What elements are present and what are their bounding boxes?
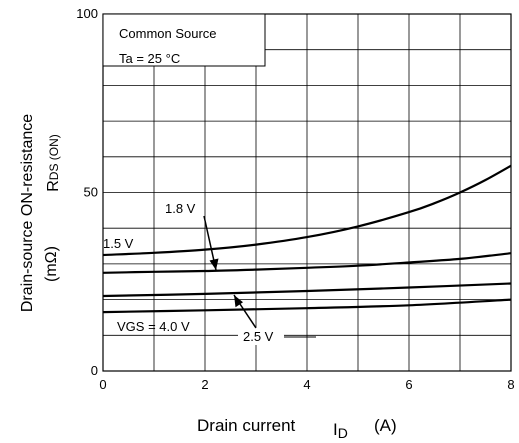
x-tick-label: 0 (99, 377, 106, 392)
x-tick-label: 8 (507, 377, 514, 392)
x-axis-symbol-main: I (333, 420, 338, 439)
x-tick-label: 4 (303, 377, 310, 392)
x-axis-title: Drain current ID (A) (197, 416, 397, 441)
y-axis-symbol: RDS (ON) (45, 134, 62, 192)
y-axis-unit: (mΩ) (43, 246, 60, 282)
annotation-box (102, 13, 266, 67)
x-tick-label: 6 (405, 377, 412, 392)
x-tick-label: 2 (201, 377, 208, 392)
y-axis-title: Drain-source ON-resistance RDS (ON) (mΩ) (19, 114, 62, 312)
plot-frame (102, 13, 512, 372)
y-tick-label: 0 (91, 363, 98, 378)
x-axis-unit: (A) (374, 416, 397, 435)
series-line-1 (102, 252, 512, 274)
series-lines (102, 164, 512, 314)
series-label-vgs-4v: VGS = 4.0 V (117, 319, 190, 334)
series-label-1.5v: 1.5 V (103, 236, 134, 251)
annotation-line-2: Ta = 25 °C (119, 51, 180, 66)
series-line-3 (102, 298, 512, 314)
y-tick-label: 100 (76, 6, 98, 21)
series-label-2.5v: 2.5 V (243, 329, 274, 344)
grid (103, 14, 511, 371)
y-axis-symbol-subscript: DS (ON) (47, 134, 61, 180)
x-axis-symbol: ID (333, 420, 348, 441)
annotation-line-1: Common Source (119, 26, 217, 41)
series-label-2.5v-background (238, 327, 284, 345)
tick-labels: 0 2 4 6 8 0 50 100 (76, 6, 514, 392)
series-label-1.8v: 1.8 V (165, 201, 196, 216)
series-pointer-1.8v-arrowhead (209, 258, 219, 270)
x-axis-label: Drain current (197, 416, 296, 435)
y-axis-label: Drain-source ON-resistance (19, 114, 36, 312)
y-tick-label: 50 (84, 185, 98, 200)
series-line-2 (102, 282, 512, 298)
x-axis-symbol-subscript: D (338, 425, 348, 441)
series-line-0 (102, 164, 512, 257)
y-axis-symbol-main: R (45, 180, 62, 192)
series-pointer-2.5v-arrowhead (234, 295, 243, 308)
